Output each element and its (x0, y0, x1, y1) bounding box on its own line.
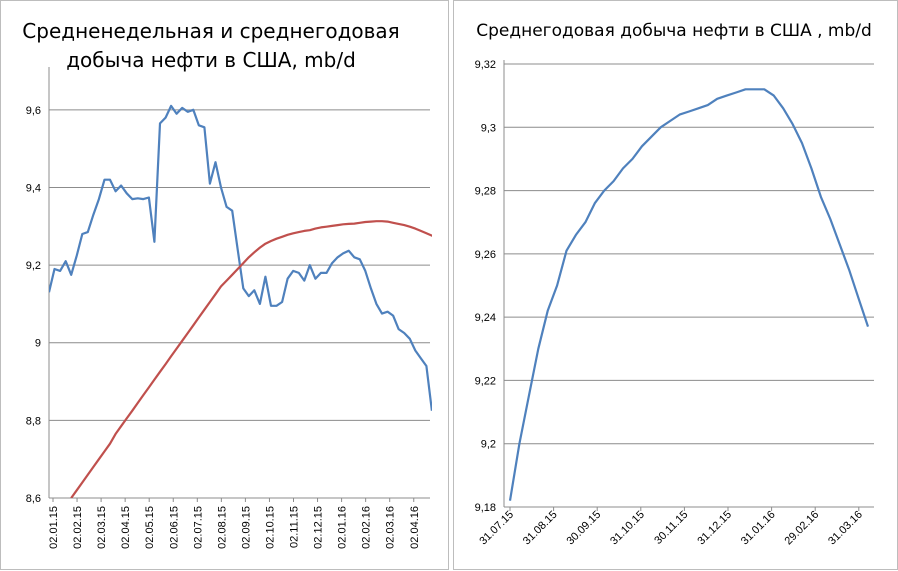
chart-title-left-line1: Средненедельная и среднегодовая (22, 19, 400, 43)
x-tick-label: 02.08.15 (216, 506, 228, 549)
x-tick-label: 02.01.15 (48, 506, 60, 549)
y-tick-label: 9,6 (26, 105, 41, 117)
series-line-1 (49, 104, 432, 411)
x-tick-label: 02.06.15 (168, 506, 180, 549)
x-tick-label: 02.12.15 (313, 506, 325, 549)
series-line-2 (70, 220, 432, 498)
x-tick-label: 02.02.16 (361, 506, 373, 549)
y-tick-label: 9,28 (475, 186, 496, 198)
weekly-and-annual-chart-panel: 8,6 8,8 9 9,2 9,4 9,6 02.01.15 02.02.15 02.03.15… (0, 0, 449, 570)
y-tick-label: 9,18 (475, 502, 496, 514)
y-tick-label: 9,2 (26, 260, 41, 272)
weekly-and-annual-chart: 8,6 8,8 9 9,2 9,4 9,6 02.01.15 02.02.15 02.03.15… (26, 67, 432, 549)
x-tick-label: 31.10.15 (608, 509, 647, 548)
y-tick-label: 9,2 (481, 439, 496, 451)
x-tick-label: 02.11.15 (289, 506, 301, 548)
y-tick-label: 9,22 (475, 375, 496, 387)
x-tick-label: 02.05.15 (144, 506, 156, 549)
x-tick-label: 02.01.16 (337, 506, 349, 549)
y-tick-label: 9,32 (475, 59, 496, 71)
chart-title-right: Среднегодовая добыча нефти в США , mb/d (476, 21, 872, 41)
x-tick-label: 02.04.15 (120, 506, 132, 549)
x-tick-label: 30.11.15 (652, 509, 690, 547)
x-tick-label: 02.07.15 (192, 506, 204, 549)
x-tick-label: 02.10.15 (264, 506, 276, 549)
y-tick-label: 9,26 (475, 249, 496, 261)
x-tick-label: 02.03.15 (96, 506, 108, 549)
y-tick-label: 8,6 (26, 493, 41, 505)
annual-chart-panel: 9,18 9,2 9,22 9,24 9,26 9,28 9,3 9,32 31.07.15 31… (453, 0, 898, 570)
series-line-1 (508, 88, 870, 501)
x-tick-label: 31.03.16 (826, 509, 865, 548)
x-tick-label: 31.01.16 (739, 509, 778, 548)
x-tick-label: 02.04.16 (409, 506, 421, 549)
chart-title-left: Средненедельная и среднегодовая добыча н… (21, 17, 401, 75)
y-tick-label: 9,3 (481, 122, 496, 134)
x-tick-label: 31.08.15 (521, 509, 560, 548)
y-tick-label: 9,4 (26, 182, 41, 194)
y-tick-label: 9,24 (475, 312, 496, 324)
y-tick-label: 9 (35, 338, 41, 350)
chart-title-left-line2: добыча нефти в США, mb/d (66, 48, 356, 72)
x-tick-label: 31.07.15 (477, 509, 516, 548)
x-tick-label: 31.12.15 (695, 509, 734, 548)
x-tick-label: 02.03.16 (385, 506, 397, 549)
x-tick-label: 29.02.16 (783, 509, 822, 548)
x-tick-label: 02.02.15 (72, 506, 84, 549)
y-tick-label: 8,8 (26, 415, 41, 427)
x-tick-label: 30.09.15 (565, 509, 604, 548)
x-tick-label: 02.09.15 (240, 506, 252, 549)
